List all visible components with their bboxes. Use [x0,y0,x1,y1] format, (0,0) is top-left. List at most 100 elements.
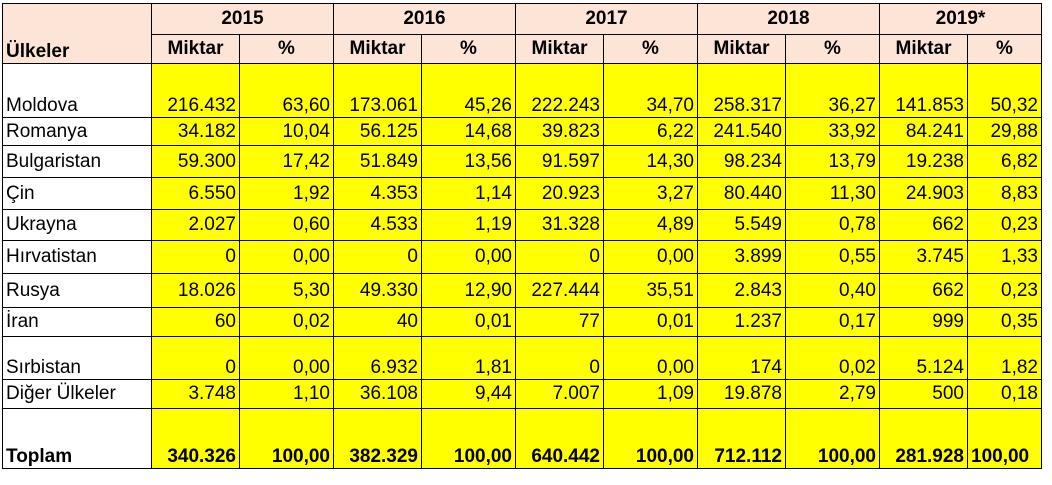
percent-subheader: % [603,33,698,64]
amount-cell: 4.353 [333,177,422,210]
percent-cell: 0,55 [785,240,880,274]
amount-cell: 39.823 [515,117,604,146]
percent-cell: 1,14 [421,177,516,210]
percent-cell: 0,01 [421,307,516,337]
amount-cell: 91.597 [515,145,604,178]
table-row: İran 60 0,02 40 0,01 77 0,01 1.237 0,17 999 0,35 [2,307,1042,337]
total-label: Toplam [2,408,152,469]
percent-cell: 0,00 [239,240,334,274]
amount-cell: 24.903 [879,177,968,210]
amount-subheader: Miktar [151,33,240,64]
table-row: Romanya 34.182 10,04 56.125 14,68 39.823 6,22 2… [2,117,1042,146]
amount-cell: 174 [697,336,786,380]
amount-cell: 4.533 [333,209,422,241]
percent-cell: 0,00 [239,336,334,380]
amount-cell: 3.748 [151,379,240,409]
amount-cell: 0 [515,240,604,274]
amount-cell: 36.108 [333,379,422,409]
percent-subheader: % [967,33,1042,64]
table-row: Rusya 18.026 5,30 49.330 12,90 227.444 35,51 2.… [2,273,1042,308]
percent-cell: 50,32 [967,63,1042,118]
percent-cell: 0,78 [785,209,880,241]
percent-cell: 0,35 [967,307,1042,337]
percent-cell: 36,27 [785,63,880,118]
percent-cell: 0,17 [785,307,880,337]
amount-cell: 80.440 [697,177,786,210]
year-header-2017: 2017 [515,3,698,35]
percent-cell: 14,68 [421,117,516,146]
total-percent-cell: 100,00 [785,408,880,469]
percent-cell: 10,04 [239,117,334,146]
amount-cell: 0 [151,240,240,274]
amount-cell: 19.238 [879,145,968,178]
amount-cell: 6.550 [151,177,240,210]
percent-cell: 5,30 [239,273,334,308]
country-cell: Sırbistan [2,336,152,380]
percent-cell: 6,22 [603,117,698,146]
percent-cell: 11,30 [785,177,880,210]
amount-cell: 173.061 [333,63,422,118]
table-row: Ukrayna 2.027 0,60 4.533 1,19 31.328 4,89 5.549… [2,209,1042,241]
total-amount-cell: 712.112 [697,408,786,469]
table-row: Bulgaristan 59.300 17,42 51.849 13,56 91.597 1… [2,145,1042,178]
amount-cell: 2.027 [151,209,240,241]
percent-cell: 29,88 [967,117,1042,146]
country-cell: Moldova [2,63,152,118]
percent-cell: 45,26 [421,63,516,118]
total-row: Toplam 340.326 100,00 382.329 100,00 640.442 1… [2,408,1042,469]
percent-cell: 0,23 [967,209,1042,241]
country-cell: İran [2,307,152,337]
total-amount-cell: 382.329 [333,408,422,469]
percent-cell: 1,82 [967,336,1042,380]
amount-subheader: Miktar [879,33,968,64]
total-percent-cell: 100,00 [421,408,516,469]
amount-cell: 49.330 [333,273,422,308]
amount-cell: 662 [879,209,968,241]
percent-cell: 1,09 [603,379,698,409]
percent-cell: 63,60 [239,63,334,118]
year-header-2015: 2015 [151,3,334,35]
country-cell: Diğer Ülkeler [2,379,152,409]
percent-cell: 4,89 [603,209,698,241]
percent-cell: 17,42 [239,145,334,178]
country-cell: Bulgaristan [2,145,152,178]
percent-cell: 6,82 [967,145,1042,178]
country-cell: Çin [2,177,152,210]
amount-cell: 18.026 [151,273,240,308]
percent-cell: 0,40 [785,273,880,308]
table-row: Çin 6.550 1,92 4.353 1,14 20.923 3,27 80.440 11,… [2,177,1042,210]
amount-subheader: Miktar [515,33,604,64]
table-row: Diğer Ülkeler 3.748 1,10 36.108 9,44 7.007 1,0… [2,379,1042,409]
total-percent-cell: 100,00 [239,408,334,469]
amount-subheader: Miktar [333,33,422,64]
amount-cell: 3.745 [879,240,968,274]
amount-cell: 258.317 [697,63,786,118]
amount-cell: 241.540 [697,117,786,146]
percent-cell: 34,70 [603,63,698,118]
country-cell: Romanya [2,117,152,146]
amount-cell: 19.878 [697,379,786,409]
percent-cell: 14,30 [603,145,698,178]
amount-cell: 34.182 [151,117,240,146]
percent-cell: 1,33 [967,240,1042,274]
amount-cell: 5.124 [879,336,968,380]
amount-cell: 5.549 [697,209,786,241]
percent-cell: 0,60 [239,209,334,241]
percent-cell: 2,79 [785,379,880,409]
amount-cell: 662 [879,273,968,308]
amount-cell: 0 [151,336,240,380]
amount-cell: 84.241 [879,117,968,146]
country-cell: Hırvatistan [2,240,152,274]
total-percent-cell: 100,00 [603,408,698,469]
country-cell: Rusya [2,273,152,308]
percent-subheader: % [421,33,516,64]
amount-cell: 31.328 [515,209,604,241]
export-table: Ülkeler 2015 2016 2017 2018 2019* Miktar… [2,3,1042,469]
percent-subheader: % [239,33,334,64]
amount-cell: 60 [151,307,240,337]
percent-cell: 0,01 [603,307,698,337]
amount-cell: 3.899 [697,240,786,274]
percent-cell: 0,18 [967,379,1042,409]
amount-cell: 2.843 [697,273,786,308]
amount-cell: 20.923 [515,177,604,210]
